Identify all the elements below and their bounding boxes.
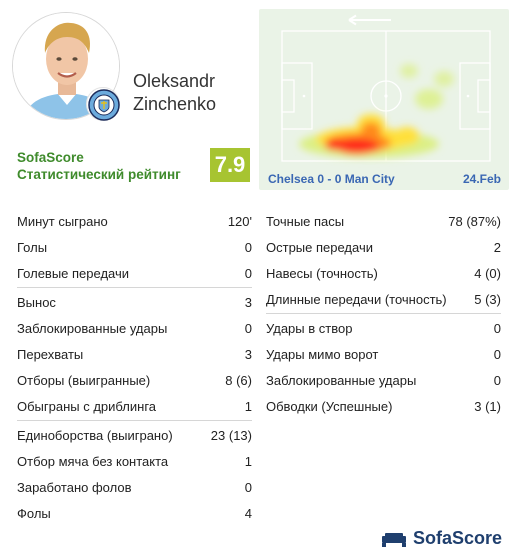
stat-value: 0 [493,346,501,362]
stat-value: 78 (87%) [448,213,501,229]
player-photo-icon [13,13,119,119]
stat-value: 8 (6) [225,372,252,388]
footer-logo-text: SofaScore [412,528,502,548]
stat-label: Удары в створ [266,320,353,336]
stat-label: Точные пасы [266,213,345,229]
stat-value: 1 [244,398,252,414]
stat-value: 3 (1) [474,398,501,414]
stat-label: Длинные передачи (точность) [266,291,447,307]
stat-value: 23 (13) [210,427,252,443]
stats-divider [17,420,252,421]
stat-value: 3 [244,346,252,362]
rating-label: Статистический рейтинг [17,167,181,182]
rating-caption: SofaScore Статистический рейтинг [17,149,181,183]
stat-label: Заблокированные удары [266,372,417,388]
stat-value: 0 [244,239,252,255]
stat-label: Единоборства (выиграно) [17,427,173,443]
stat-value: 5 (3) [474,291,501,307]
stat-row: Отборы (выигранные) 8 (6) [17,367,252,393]
stat-row: Удары в створ 0 [266,315,501,341]
stat-row: Длинные передачи (точность) 5 (3) [266,286,501,312]
stat-label: Минут сыграно [17,213,108,229]
stat-value: 4 (0) [474,265,501,281]
heatmap-panel [259,9,509,190]
stat-row: Вынос 3 [17,289,252,315]
stat-row: Обыграны с дриблинга 1 [17,393,252,419]
stat-row: Минут сыграно 120' [17,208,252,234]
stat-value: 4 [244,505,252,521]
stat-value: 0 [493,320,501,336]
stat-label: Заработано фолов [17,479,132,495]
stat-label: Голы [17,239,48,255]
stat-value: 0 [244,320,252,336]
footer-logo[interactable]: SofaScore [381,528,502,549]
stat-label: Острые передачи [266,239,373,255]
stat-value: 1 [244,453,252,469]
stat-value: 120' [227,213,252,229]
stat-row: Заблокированные удары 0 [17,315,252,341]
stat-row: Отбор мяча без контакта 1 [17,448,252,474]
stat-row: Острые передачи 2 [266,234,501,260]
sofascore-logo-icon [381,532,406,547]
stats-left-column: Минут сыграно 120' Голы 0 Голевые передачи 0 В… [17,208,252,526]
stat-row: Фолы 4 [17,500,252,526]
arrow-left-icon [348,14,391,26]
stat-label: Перехваты [17,346,84,362]
stat-row: Удары мимо ворот 0 [266,341,501,367]
stat-value: 0 [244,265,252,281]
stat-label: Отборы (выигранные) [17,372,151,388]
stat-label: Навесы (точность) [266,265,378,281]
stat-row: Точные пасы 78 (87%) [266,208,501,234]
stat-label: Фолы [17,505,51,521]
match-score[interactable]: Chelsea 0 - 0 Man City [268,172,395,186]
stat-row: Обводки (Успешные) 3 (1) [266,393,501,419]
club-badge-icon [86,87,120,121]
stat-label: Заблокированные удары [17,320,168,336]
stats-divider [17,287,252,288]
stat-label: Голевые передачи [17,265,130,281]
stat-value: 2 [493,239,501,255]
stat-row: Перехваты 3 [17,341,252,367]
stat-label: Обыграны с дриблинга [17,398,157,414]
player-first-name: Oleksandr [133,71,216,91]
match-date: 24.Feb [462,172,501,186]
heatmap-pitch [281,14,491,162]
stat-row: Единоборства (выиграно) 23 (13) [17,422,252,448]
stat-row: Навесы (точность) 4 (0) [266,260,501,286]
stat-label: Отбор мяча без контакта [17,453,169,469]
stat-label: Удары мимо ворот [266,346,379,362]
player-name: Oleksandr Zinchenko [133,70,216,116]
stat-row: Голы 0 [17,234,252,260]
stats-right-column: Точные пасы 78 (87%) Острые передачи 2 Навес… [266,208,501,419]
stat-value: 3 [244,294,252,310]
heatmap-blobs [299,64,454,158]
stat-label: Обводки (Успешные) [266,398,393,414]
rating-brand: SofaScore [17,150,84,165]
stat-row: Голевые передачи 0 [17,260,252,286]
stat-row: Заблокированные удары 0 [266,367,501,393]
stat-value: 0 [493,372,501,388]
stats-divider [266,313,501,314]
player-last-name: Zinchenko [133,94,217,114]
player-photo [12,12,120,120]
stat-label: Вынос [17,294,56,310]
stat-row: Заработано фолов 0 [17,474,252,500]
rating-badge: 7.9 [210,148,250,182]
stat-value: 0 [244,479,252,495]
